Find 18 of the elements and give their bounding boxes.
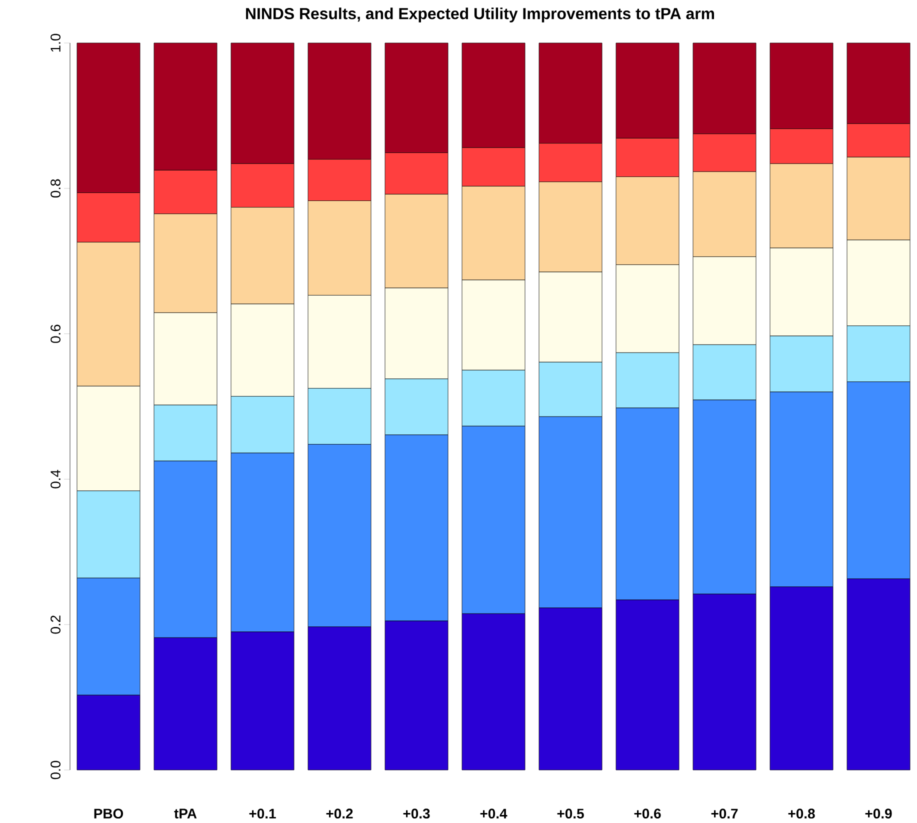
x-tick-label: +0.6: [634, 808, 661, 819]
y-tick-label: 0.8: [50, 179, 60, 198]
x-tick-label: tPA: [174, 808, 197, 818]
x-tick-label: +0.9: [865, 808, 892, 819]
x-tick-label: PBO: [94, 808, 124, 819]
y-tick-label: 0.2: [50, 616, 60, 634]
y-tick-label: 0.0: [50, 760, 60, 780]
x-tick-label: +0.2: [326, 808, 353, 819]
y-tick-label: 0.6: [50, 324, 60, 343]
x-tick-label: +0.1: [249, 808, 276, 819]
chart-title: NINDS Results, and Expected Utility Improvements to tPA arm: [246, 8, 714, 22]
x-tick-label: +0.5: [557, 808, 584, 819]
y-tick-label: 0.4: [50, 470, 60, 488]
x-tick-label: +0.3: [403, 808, 430, 819]
x-tick-label: +0.7: [711, 808, 738, 819]
x-tick-label: +0.8: [788, 808, 815, 819]
y-tick-label: 1.0: [50, 34, 60, 52]
x-tick-label: +0.4: [480, 808, 508, 819]
